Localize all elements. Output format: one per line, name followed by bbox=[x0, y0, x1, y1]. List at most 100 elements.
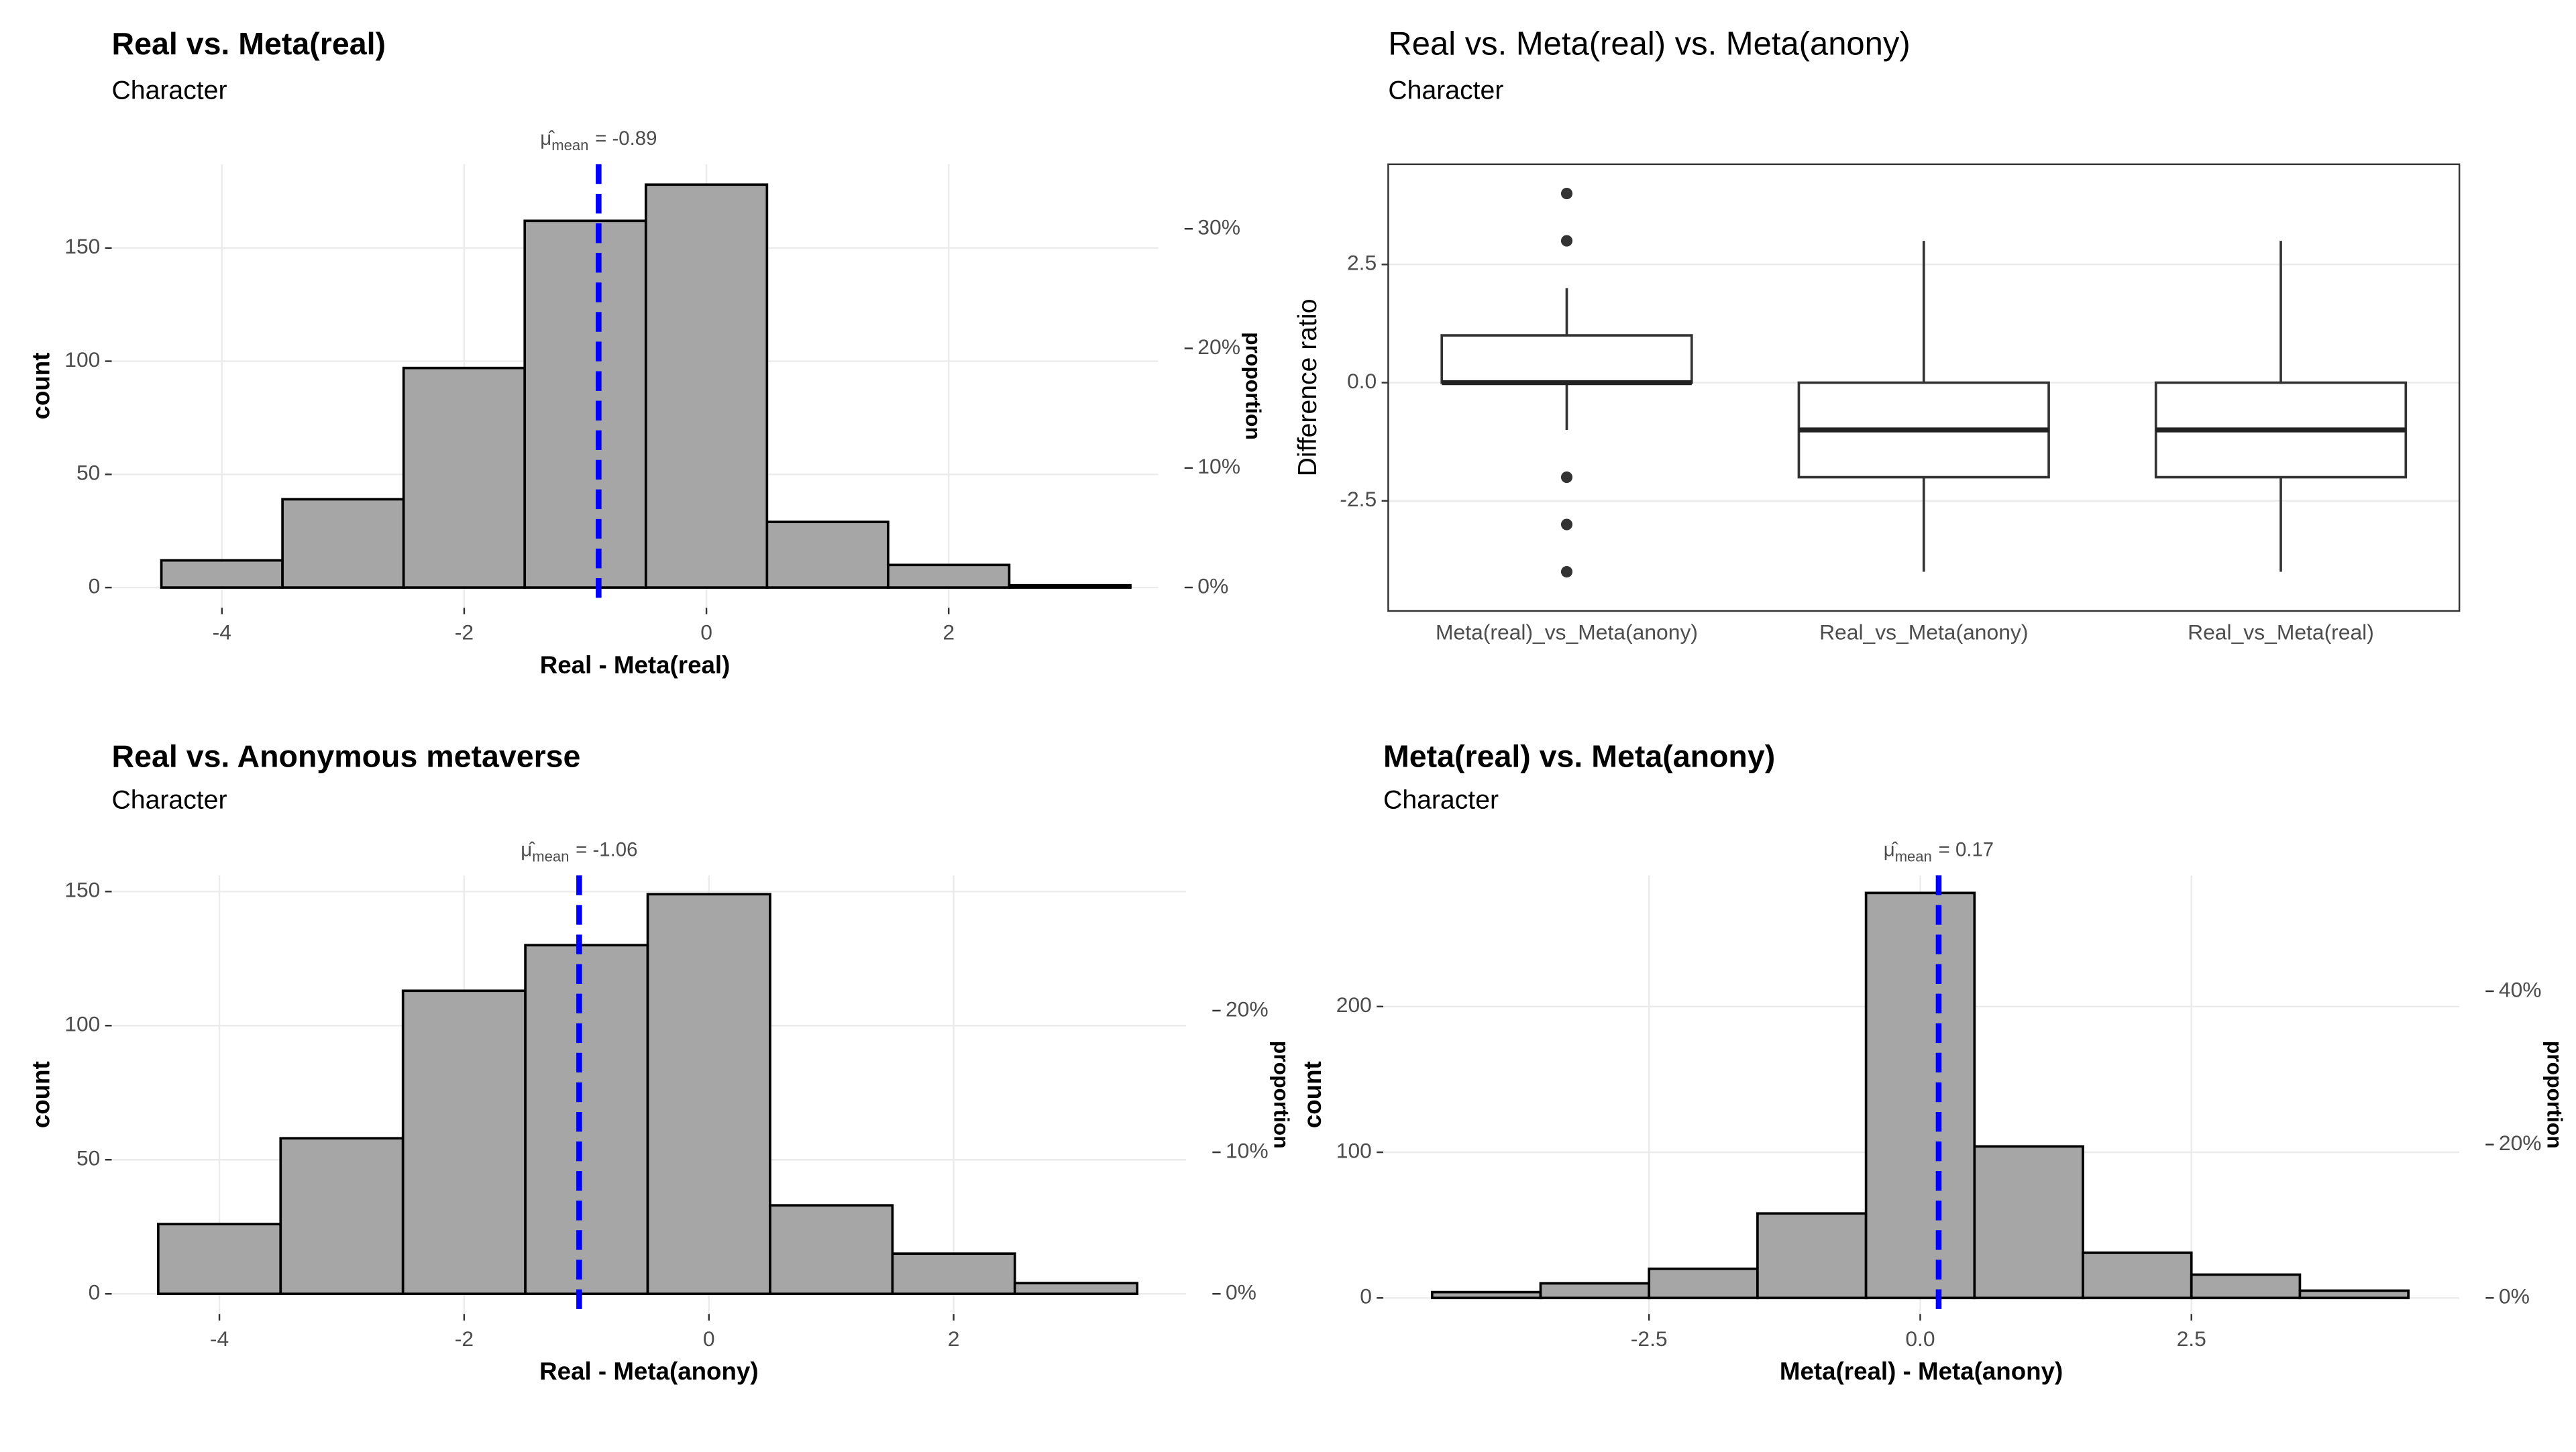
x-tick-label: 0 bbox=[700, 620, 712, 645]
mean-label: = -0.89 bbox=[595, 127, 657, 150]
bar bbox=[644, 183, 769, 589]
x-tick-label: 2.5 bbox=[2177, 1327, 2206, 1351]
x-tick-label: Real_vs_Meta(real) bbox=[2188, 620, 2374, 645]
outlier bbox=[1560, 235, 1573, 247]
y2-tick-label: 20% bbox=[1226, 997, 1269, 1021]
y-tick-label: 0.0 bbox=[1347, 369, 1377, 393]
y2-tick-label: 10% bbox=[1197, 454, 1240, 478]
y-tick-label: -2.5 bbox=[1340, 487, 1377, 511]
y-tick-label: 0 bbox=[89, 573, 101, 598]
mean-subscript: mean bbox=[532, 848, 569, 864]
y-tick-label: 50 bbox=[76, 1146, 100, 1170]
bar bbox=[281, 498, 405, 589]
y2-tick-label: 20% bbox=[2499, 1131, 2542, 1155]
bar bbox=[1539, 1282, 1651, 1300]
bar bbox=[1430, 1290, 1542, 1300]
outlier bbox=[1560, 188, 1573, 200]
mean-symbol: μ̂ bbox=[521, 838, 535, 860]
y-tick-label: 150 bbox=[64, 878, 100, 902]
y2-tick-label: 0% bbox=[2499, 1284, 2530, 1308]
x-axis-title: Real - Meta(anony) bbox=[539, 1357, 758, 1385]
bar bbox=[2082, 1251, 2193, 1300]
x-tick-label: -2 bbox=[455, 1327, 474, 1351]
mean-label: = -1.06 bbox=[576, 838, 637, 860]
y2-tick-label: 40% bbox=[2499, 977, 2542, 1001]
y-tick-label: 0 bbox=[89, 1280, 101, 1304]
y-tick-label: 2.5 bbox=[1347, 251, 1377, 275]
outlier bbox=[1560, 565, 1573, 578]
y2-tick-label: 10% bbox=[1226, 1138, 1269, 1162]
mean-annotation: μ̂mean = 0.17 bbox=[1884, 838, 1994, 864]
bar bbox=[160, 559, 284, 589]
chart-title: Real vs. Meta(real) bbox=[112, 26, 386, 61]
y2-axis-title: proportion bbox=[1269, 1041, 1293, 1149]
x-tick-label: Meta(real)_vs_Meta(anony) bbox=[1436, 620, 1698, 645]
bar bbox=[1864, 891, 1976, 1300]
x-axis-title: Real - Meta(real) bbox=[540, 651, 731, 679]
y2-tick-label: 20% bbox=[1197, 335, 1240, 359]
panel-border bbox=[1387, 163, 2461, 612]
bar bbox=[2190, 1273, 2302, 1300]
y-axis-title: count bbox=[1299, 1061, 1326, 1128]
bar bbox=[1008, 583, 1132, 589]
x-tick-label: -4 bbox=[210, 1327, 229, 1351]
bar bbox=[646, 893, 771, 1296]
x-tick-label: -2 bbox=[455, 620, 474, 645]
mean-symbol: μ̂ bbox=[540, 127, 555, 150]
chart-subtitle: Character bbox=[1383, 785, 1499, 814]
chart-title: Meta(real) vs. Meta(anony) bbox=[1383, 739, 1775, 774]
bar bbox=[769, 1204, 894, 1296]
y-tick-label: 200 bbox=[1336, 993, 1372, 1017]
bar bbox=[401, 989, 527, 1296]
x-tick-label: Real_vs_Meta(anony) bbox=[1819, 620, 2028, 645]
x-tick-label: 0 bbox=[703, 1327, 715, 1351]
bar bbox=[2298, 1289, 2410, 1300]
x-tick-label: -4 bbox=[213, 620, 231, 645]
y-tick-label: 100 bbox=[1336, 1138, 1372, 1162]
x-tick-label: 0.0 bbox=[1905, 1327, 1935, 1351]
mean-symbol: μ̂ bbox=[1884, 838, 1898, 860]
bar bbox=[402, 366, 527, 589]
y-tick-label: 0 bbox=[1360, 1284, 1372, 1308]
y-tick-label: 100 bbox=[64, 1012, 100, 1036]
x-tick-label: 2 bbox=[948, 1327, 960, 1351]
bar bbox=[279, 1137, 405, 1296]
y2-axis-title: proportion bbox=[2542, 1041, 2567, 1149]
chart-subtitle: Character bbox=[1388, 76, 1503, 105]
x-tick-label: -2.5 bbox=[1631, 1327, 1668, 1351]
bar bbox=[524, 944, 649, 1296]
mean-annotation: μ̂mean = -1.06 bbox=[521, 838, 637, 864]
bar bbox=[157, 1223, 282, 1296]
chart-title: Real vs. Anonymous metaverse bbox=[112, 739, 581, 774]
bar bbox=[887, 563, 1011, 589]
mean-annotation: μ̂mean = -0.89 bbox=[540, 127, 657, 154]
y-tick-label: 150 bbox=[64, 234, 100, 258]
chart-subtitle: Character bbox=[112, 785, 227, 814]
y2-tick-label: 30% bbox=[1197, 215, 1240, 239]
y-tick-label: 50 bbox=[76, 461, 100, 485]
bar bbox=[891, 1252, 1016, 1296]
y-axis-title: Difference ratio bbox=[1293, 298, 1322, 476]
bar bbox=[1648, 1268, 1759, 1300]
chart-title: Real vs. Meta(real) vs. Meta(anony) bbox=[1388, 26, 1910, 62]
y2-tick-label: 0% bbox=[1226, 1280, 1256, 1304]
x-axis-title: Meta(real) - Meta(anony) bbox=[1780, 1357, 2063, 1385]
bar bbox=[765, 520, 890, 589]
bar bbox=[1973, 1145, 2084, 1300]
chart-subtitle: Character bbox=[112, 76, 227, 105]
box bbox=[1440, 334, 1693, 384]
y2-axis-title: proportion bbox=[1242, 332, 1266, 440]
outlier bbox=[1560, 518, 1573, 530]
bar bbox=[1013, 1282, 1139, 1296]
bar bbox=[523, 219, 647, 589]
mean-subscript: mean bbox=[1895, 848, 1932, 864]
y-axis-title: count bbox=[27, 1061, 54, 1128]
mean-label: = 0.17 bbox=[1939, 838, 1994, 860]
mean-subscript: mean bbox=[551, 137, 588, 154]
outlier bbox=[1560, 471, 1573, 484]
x-tick-label: 2 bbox=[943, 620, 955, 645]
bar bbox=[1756, 1212, 1868, 1300]
y-axis-title: count bbox=[27, 353, 54, 420]
